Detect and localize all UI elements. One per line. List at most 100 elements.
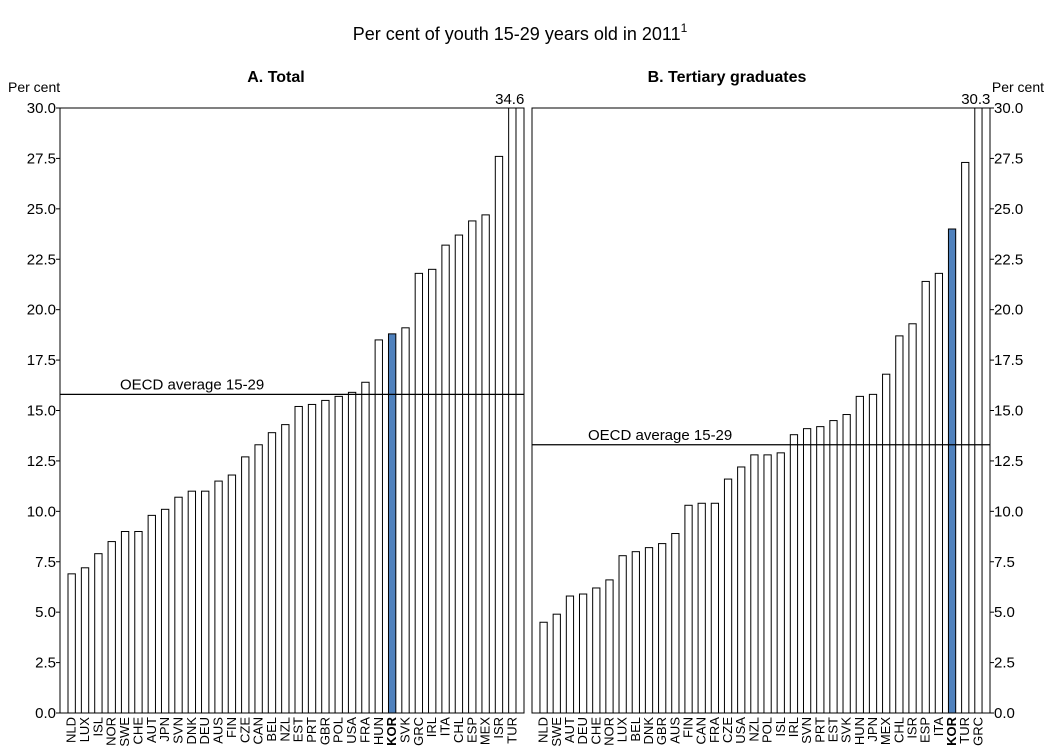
xtick-label-a-hun: HUN xyxy=(371,717,386,745)
bar-b-svn xyxy=(802,428,812,714)
bar-a-svn xyxy=(174,496,183,714)
bar-b-fin xyxy=(684,504,693,714)
bar-b-can xyxy=(697,502,706,714)
xtick-label-a-nor: NOR xyxy=(104,717,119,746)
xtick-label-b-mex: MEX xyxy=(878,717,893,746)
panel-b-ytick-label: 15.0 xyxy=(994,403,1023,420)
panel-a-ytick-label: 12.5 xyxy=(27,453,56,470)
bar-a-nor xyxy=(107,541,116,714)
bar-b-mex xyxy=(882,373,891,714)
panel-a: 0.0 2.5 5.0 7.5 10.0 12.5 15.0 17.5 20.0 22.5 25.0… xyxy=(27,91,525,747)
bar-a-tur xyxy=(508,107,517,714)
bar-a-cze xyxy=(241,456,250,714)
xtick-label-b-jpn: JPN xyxy=(865,717,880,742)
bar-b-nld xyxy=(539,621,548,714)
xtick-label-b-aus: AUS xyxy=(667,717,682,744)
bar-b-cze xyxy=(723,478,733,714)
xtick-label-b-nld: NLD xyxy=(536,717,551,743)
xtick-label-b-grc: GRC xyxy=(970,717,985,746)
panel-a-ytick-label: 27.5 xyxy=(27,150,56,167)
panel-b-oecd-average-label: OECD average 15-29 xyxy=(588,427,732,444)
xtick-label-b-isr: ISR xyxy=(905,717,920,739)
bar-b-chl xyxy=(895,335,904,714)
bar-b-aut xyxy=(565,595,575,714)
xtick-label-a-esp: ESP xyxy=(464,717,479,743)
bar-a-bel xyxy=(267,432,277,714)
bar-a-hun xyxy=(374,339,383,714)
xtick-label-b-irl: IRL xyxy=(786,717,801,737)
bar-b-grc xyxy=(974,107,983,714)
panel-a-ytick-label: 7.5 xyxy=(35,554,56,571)
xtick-label-a-dnk: DNK xyxy=(184,717,199,745)
xtick-label-b-fin: FIN xyxy=(681,717,696,738)
bar-b-svk xyxy=(842,414,851,714)
xtick-label-b-svn: SVN xyxy=(799,717,814,744)
bar-a-aut xyxy=(147,514,156,714)
bar-a-ita xyxy=(441,244,450,714)
panel-a-oecd-average-label: OECD average 15-29 xyxy=(120,376,264,393)
xtick-label-a-irl: IRL xyxy=(424,717,439,737)
bar-a-can xyxy=(254,444,263,714)
xtick-label-a-jpn: JPN xyxy=(157,717,172,742)
panel-b: 0.0 2.5 5.0 7.5 10.0 12.5 15.0 17.5 20.0 22.5 25.0… xyxy=(531,91,1023,747)
panel-b-ytick-label: 2.5 xyxy=(994,655,1015,672)
bar-b-est xyxy=(829,420,838,714)
xtick-label-a-svn: SVN xyxy=(171,717,186,744)
bar-b-ita xyxy=(934,272,944,714)
bar-b-usa xyxy=(737,466,746,714)
xtick-label-b-svk: SVK xyxy=(839,717,854,743)
bar-b-che xyxy=(592,587,601,714)
bar-a-irl xyxy=(428,268,437,714)
bar-b-nor xyxy=(605,579,614,714)
bar-b-aus xyxy=(671,533,680,714)
panel-a-frame xyxy=(59,107,525,714)
xtick-label-b-fra: FRA xyxy=(707,717,722,743)
bar-a-pol xyxy=(334,395,343,714)
bar-a-dnk xyxy=(187,490,197,714)
xtick-label-a-bel: BEL xyxy=(264,717,279,742)
bar-b-hun xyxy=(855,395,864,714)
xtick-label-a-fin: FIN xyxy=(224,717,239,738)
xtick-label-a-chl: CHL xyxy=(451,717,466,743)
bar-a-grc xyxy=(414,272,424,714)
xtick-label-a-gbr: GBR xyxy=(317,717,332,745)
panel-a-ytick-label: 15.0 xyxy=(27,403,56,420)
bar-b-value-label: 30.3 xyxy=(961,91,990,108)
xtick-label-b-tur: TUR xyxy=(957,717,972,744)
bar-a-esp xyxy=(468,220,477,714)
panel-b-ytick-label: 25.0 xyxy=(994,201,1023,218)
chart-title: Per cent of youth 15-29 years old in 201… xyxy=(353,21,688,44)
bar-b-tur xyxy=(961,161,970,714)
bar-b-lux xyxy=(618,555,627,714)
bar-a-swe xyxy=(120,531,130,714)
xtick-label-b-usa: USA xyxy=(733,717,748,744)
xtick-label-a-grc: GRC xyxy=(411,717,426,746)
panel-b-ytick-label: 30.0 xyxy=(994,100,1023,117)
panel-a-title: A. Total xyxy=(247,69,304,86)
xtick-label-a-prt: PRT xyxy=(304,717,319,743)
bar-a-aus xyxy=(214,480,223,714)
xtick-label-a-cze: CZE xyxy=(237,717,252,743)
panel-a-ytick-label: 30.0 xyxy=(27,100,56,117)
xtick-label-a-che: CHE xyxy=(130,717,145,745)
bar-b-gbr xyxy=(658,543,667,714)
xtick-label-b-esp: ESP xyxy=(918,717,933,743)
xtick-label-b-prt: PRT xyxy=(812,717,827,743)
panel-b-ytick-label: 7.5 xyxy=(994,554,1015,571)
xtick-label-b-cze: CZE xyxy=(720,717,735,743)
panel-b-ytick-label: 5.0 xyxy=(994,604,1015,621)
panel-a-ytick-label: 22.5 xyxy=(27,251,56,268)
panel-a-ytick-label: 0.0 xyxy=(35,705,56,722)
xtick-label-b-gbr: GBR xyxy=(654,717,669,745)
bar-a-gbr xyxy=(321,399,330,714)
bar-a-deu xyxy=(201,490,210,714)
bar-a-fin xyxy=(227,474,237,714)
bar-a-nld xyxy=(67,573,76,714)
bar-a-mex xyxy=(481,214,490,714)
bar-a-svk xyxy=(401,327,410,714)
xtick-label-a-nzl: NZL xyxy=(277,717,292,742)
bar-b-nzl xyxy=(750,454,759,714)
panel-b-ytick-label: 27.5 xyxy=(994,150,1023,167)
xtick-label-b-swe: SWE xyxy=(549,717,564,747)
